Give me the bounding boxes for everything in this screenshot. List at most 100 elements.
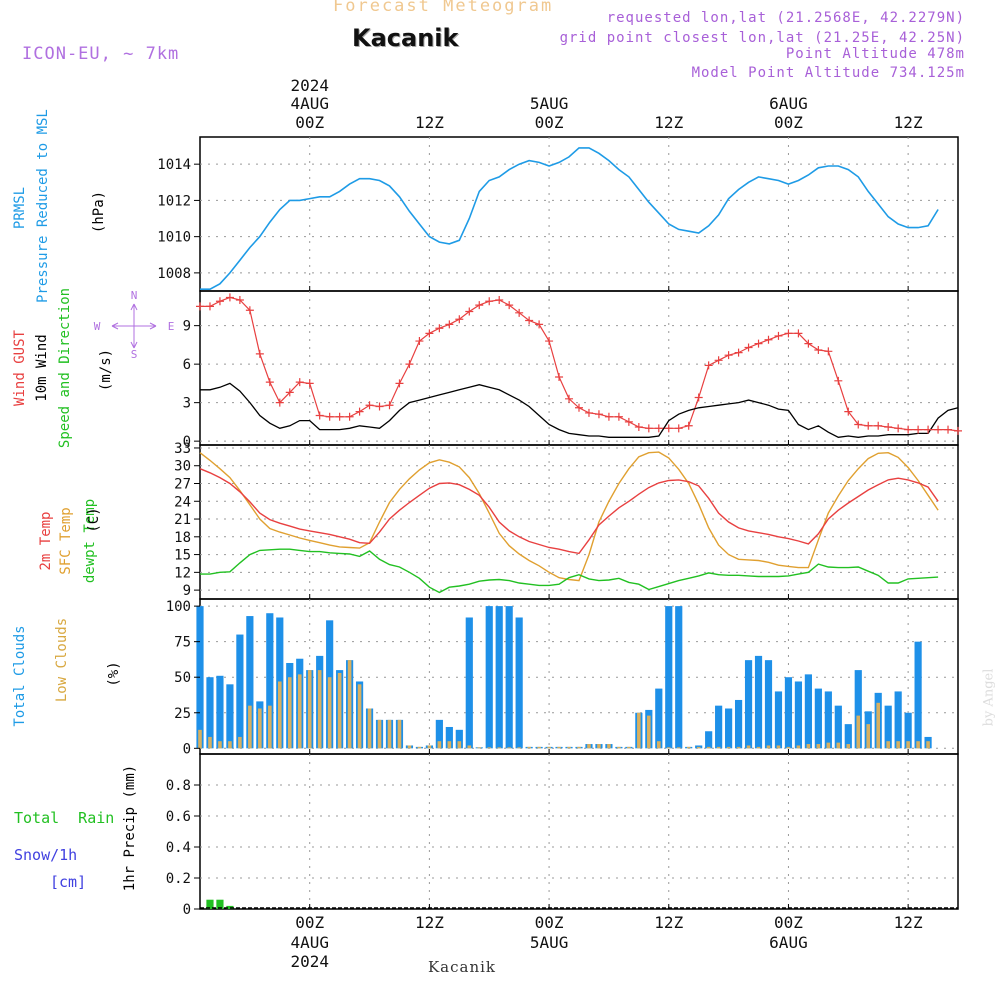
total-cloud-bar-58 [774, 691, 783, 749]
low-cloud-bar-3 [228, 741, 232, 749]
gust-point-22 [415, 337, 424, 346]
low-cloud-bar-64 [836, 742, 841, 749]
top-hour-label-4: 00Z [774, 113, 803, 132]
line-10m-wind [200, 382, 959, 438]
gust-point-40 [594, 410, 603, 419]
total-cloud-bar-31 [505, 606, 513, 749]
low-cloud-bar-61 [806, 744, 811, 749]
low-cloud-bar-73 [926, 741, 930, 749]
gust-point-39 [584, 408, 593, 417]
total-cloud-bar-29 [485, 606, 493, 749]
bottom-year-label: 2024 [290, 952, 329, 971]
low-cloud-bar-60 [796, 745, 801, 749]
gust-point-8 [275, 398, 284, 407]
low-cloud-bar-49 [686, 746, 691, 749]
gust-point-29 [485, 297, 494, 306]
gust-point-5 [245, 306, 254, 315]
gust-point-64 [834, 376, 843, 385]
ytick-label-4-1: 0.2 [166, 871, 191, 887]
total-cloud-bar-1 [206, 677, 214, 749]
line-prmsl [200, 147, 939, 290]
gust-point-6 [255, 349, 264, 358]
low-cloud-bar-40 [597, 744, 601, 749]
gust-point-4 [235, 295, 244, 304]
low-cloud-bar-20 [397, 719, 402, 749]
low-cloud-bar-12 [317, 670, 322, 749]
rain-bar-2 [216, 899, 224, 909]
ytick-label-2-2: 15 [174, 548, 191, 564]
bottom-hour-label-5: 12Z [894, 913, 923, 932]
top-hour-label-2: 00Z [535, 113, 564, 132]
gust-point-15 [345, 412, 354, 421]
gust-point-65 [844, 407, 853, 416]
total-cloud-bar-2 [216, 675, 224, 749]
low-cloud-bar-10 [297, 674, 302, 749]
low-cloud-bar-48 [676, 747, 681, 749]
bottom-hour-label-4: 00Z [774, 913, 803, 932]
ytick-label-2-5: 24 [174, 494, 191, 510]
total-cloud-bar-60 [794, 681, 803, 749]
total-cloud-bar-62 [814, 688, 822, 749]
gust-point-0 [196, 302, 204, 311]
total-cloud-bar-70 [894, 691, 902, 749]
low-cloud-bar-11 [307, 670, 312, 749]
top-day-label-0: 4AUG [290, 94, 329, 113]
low-cloud-bar-24 [437, 741, 442, 749]
low-cloud-bar-35 [547, 746, 551, 749]
ytick-label-2-7: 30 [174, 459, 191, 475]
gust-point-46 [654, 424, 663, 433]
ytick-label-2-1: 12 [174, 565, 191, 581]
ytick-label-1-2: 6 [183, 357, 191, 373]
ytick-label-3-3: 75 [174, 635, 191, 651]
low-cloud-bar-30 [497, 747, 502, 749]
low-cloud-bar-46 [656, 741, 661, 749]
total-cloud-bar-56 [754, 655, 763, 749]
gust-point-37 [565, 394, 574, 403]
bottom-day-label-2: 6AUG [769, 933, 808, 952]
gust-point-66 [854, 420, 863, 429]
total-cloud-bar-51 [705, 731, 713, 749]
low-cloud-bar-42 [617, 746, 621, 749]
grid-point-coords: grid point closest lon,lat (21.25E, 42.2… [559, 30, 965, 46]
low-cloud-bar-25 [447, 741, 452, 749]
label-snow-unit: [cm] [50, 873, 87, 891]
total-cloud-bar-66 [854, 670, 862, 749]
total-cloud-bar-57 [764, 660, 773, 749]
low-cloud-bar-62 [816, 744, 821, 749]
chart-title: Forecast Meteogram [333, 0, 554, 16]
gust-point-2 [215, 297, 224, 306]
gust-point-53 [724, 351, 733, 360]
ytick-label-2-0: 9 [183, 583, 191, 599]
gust-point-27 [465, 307, 474, 316]
low-cloud-bar-1 [208, 736, 212, 749]
low-cloud-bar-70 [896, 741, 900, 749]
total-cloud-bar-47 [665, 606, 673, 749]
total-cloud-bar-3 [226, 684, 234, 749]
low-cloud-bar-26 [457, 741, 462, 749]
ytick-label-2-6: 27 [174, 477, 191, 493]
low-cloud-bar-33 [527, 746, 531, 749]
footer-location: Kacanik [428, 958, 496, 976]
gust-point-14 [335, 412, 344, 421]
gust-point-56 [754, 339, 763, 348]
ytick-label-0-1: 1010 [157, 230, 191, 246]
low-cloud-bar-38 [577, 746, 581, 749]
ytick-label-4-4: 0.8 [166, 778, 191, 794]
ytick-label-3-2: 50 [174, 670, 191, 686]
gust-point-49 [684, 421, 693, 430]
low-cloud-bar-58 [776, 745, 781, 749]
total-cloud-bar-27 [465, 617, 473, 749]
panel-frame-2 [199, 444, 959, 600]
gust-point-45 [644, 424, 653, 433]
gust-point-52 [714, 356, 723, 365]
ytick-label-4-0: 0 [183, 902, 191, 918]
gust-point-28 [475, 301, 484, 310]
total-cloud-bar-48 [675, 606, 683, 749]
gust-point-13 [325, 412, 334, 421]
panel-frame-1 [199, 290, 959, 446]
gust-point-43 [624, 417, 633, 426]
low-cloud-bar-17 [367, 708, 372, 749]
low-cloud-bar-21 [407, 745, 412, 749]
gust-point-54 [734, 348, 743, 357]
